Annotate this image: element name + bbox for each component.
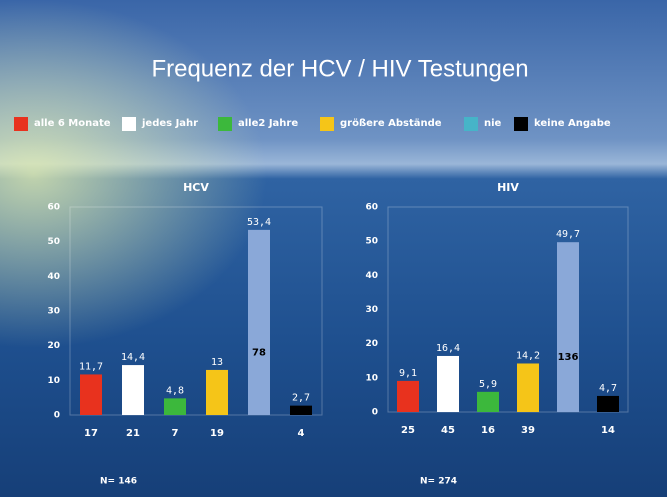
- value-label: 4,8: [166, 385, 184, 396]
- count-label: 21: [126, 428, 140, 439]
- y-tick-label: 50: [365, 237, 378, 247]
- y-tick-label: 0: [372, 408, 378, 418]
- count-label: 7: [172, 428, 179, 439]
- chart-title: HCV: [183, 181, 209, 194]
- legend-swatch: [320, 117, 334, 131]
- legend-swatch: [14, 117, 28, 131]
- count-label: 14: [601, 425, 615, 436]
- legend-label: alle 6 Monate: [34, 118, 111, 129]
- bar: [164, 398, 186, 415]
- y-tick-label: 10: [47, 376, 60, 386]
- count-label: 78: [252, 347, 266, 358]
- legend-swatch: [464, 117, 478, 131]
- count-label: 4: [298, 428, 305, 439]
- legend-label: alle2 Jahre: [238, 118, 298, 129]
- value-label: 11,7: [79, 361, 103, 372]
- legend-label: keine Angabe: [534, 118, 611, 129]
- bar: [597, 396, 619, 412]
- count-label: 16: [481, 425, 495, 436]
- value-label: 16,4: [436, 343, 460, 354]
- value-label: 9,1: [399, 368, 417, 379]
- legend-label: größere Abstände: [340, 118, 442, 129]
- count-label: 25: [401, 425, 415, 436]
- bar: [517, 363, 539, 412]
- count-label: 17: [84, 428, 98, 439]
- y-tick-label: 20: [47, 341, 60, 351]
- value-label: 13: [211, 357, 223, 368]
- slide-title: Frequenz der HCV / HIV Testungen: [151, 55, 528, 82]
- y-tick-label: 40: [47, 272, 60, 282]
- bar: [437, 356, 459, 412]
- bar: [477, 392, 499, 412]
- bar: [397, 381, 419, 412]
- count-label: 19: [210, 428, 224, 439]
- legend-swatch: [514, 117, 528, 131]
- legend-swatch: [122, 117, 136, 131]
- bar: [557, 242, 579, 412]
- y-tick-label: 60: [47, 203, 60, 213]
- y-tick-label: 10: [365, 373, 378, 383]
- value-label: 4,7: [599, 383, 617, 394]
- bar: [122, 365, 144, 415]
- value-label: 5,9: [479, 379, 497, 390]
- value-label: 53,4: [247, 217, 271, 228]
- y-tick-label: 30: [47, 307, 60, 317]
- y-tick-label: 30: [365, 305, 378, 315]
- legend-swatch: [218, 117, 232, 131]
- slide: Frequenz der HCV / HIV Testungen alle 6 …: [0, 0, 667, 497]
- legend-label: nie: [484, 118, 502, 129]
- sample-size: N= 274: [420, 477, 457, 487]
- count-label: 136: [558, 352, 579, 363]
- y-tick-label: 60: [365, 203, 378, 213]
- value-label: 49,7: [556, 229, 580, 240]
- y-tick-label: 0: [54, 411, 60, 421]
- y-tick-label: 50: [47, 237, 60, 247]
- value-label: 14,4: [121, 352, 145, 363]
- bar: [290, 406, 312, 415]
- y-tick-label: 20: [365, 339, 378, 349]
- chart-title: HIV: [497, 181, 519, 194]
- y-tick-label: 40: [365, 271, 378, 281]
- count-label: 39: [521, 425, 535, 436]
- bar: [80, 374, 102, 415]
- value-label: 14,2: [516, 350, 540, 361]
- sample-size: N= 146: [100, 477, 137, 487]
- count-label: 45: [441, 425, 455, 436]
- value-label: 2,7: [292, 393, 310, 404]
- bar: [206, 370, 228, 415]
- legend-label: jedes Jahr: [141, 118, 198, 129]
- bar: [248, 230, 270, 415]
